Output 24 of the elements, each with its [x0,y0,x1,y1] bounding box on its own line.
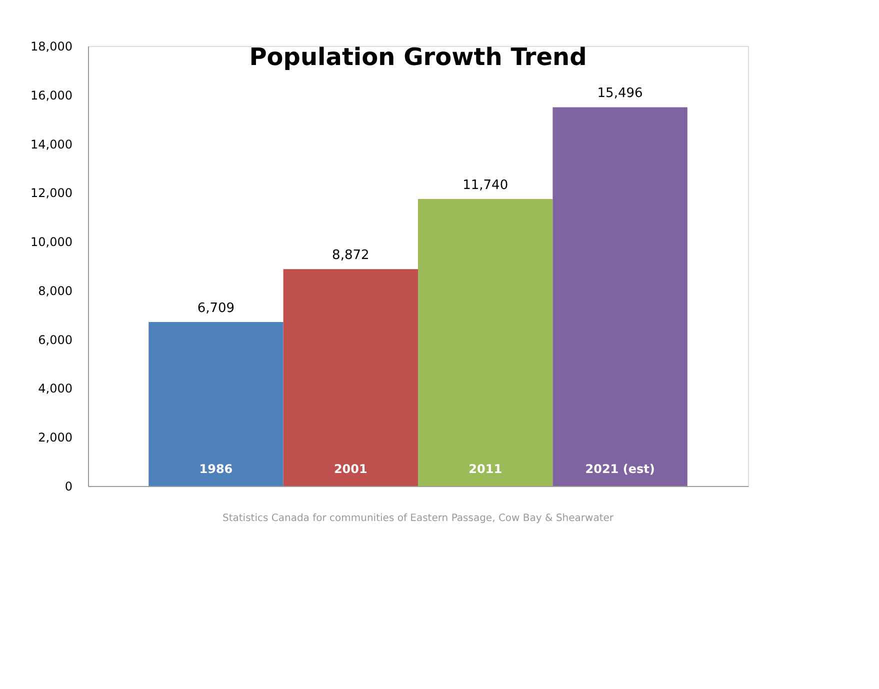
bar [283,269,418,486]
y-tick-label: 6,000 [38,332,72,347]
y-tick-label: 2,000 [38,430,72,445]
y-tick-label: 0 [64,480,72,494]
text: Statistics Canada for communities of Eastern Passage, Cow Bay & Shearwater [222,513,614,524]
y-tick-label: 12,000 [30,186,72,200]
data-label: 8,872 [332,248,370,264]
x-tick-label: 2011 [468,462,502,476]
y-tick-label: 8,000 [38,284,72,298]
y-tick-label: 4,000 [38,382,72,396]
x-tick-label: 1986 [199,462,233,476]
y-tick-label: 10,000 [30,235,72,250]
x-tick-label: 2021 (est) [585,462,655,476]
x-tick-label: 2001 [334,462,368,476]
data-label: 11,740 [462,178,508,194]
bar [552,107,688,486]
data-label: 15,496 [597,86,643,102]
bar [418,199,553,486]
chart-title: Population Growth Trend [249,43,587,71]
bar [148,322,284,486]
y-tick-label: 16,000 [30,88,72,102]
y-tick-label: 14,000 [30,137,72,152]
data-label: 6,709 [197,301,235,316]
y-tick-label: 18,000 [30,40,72,54]
